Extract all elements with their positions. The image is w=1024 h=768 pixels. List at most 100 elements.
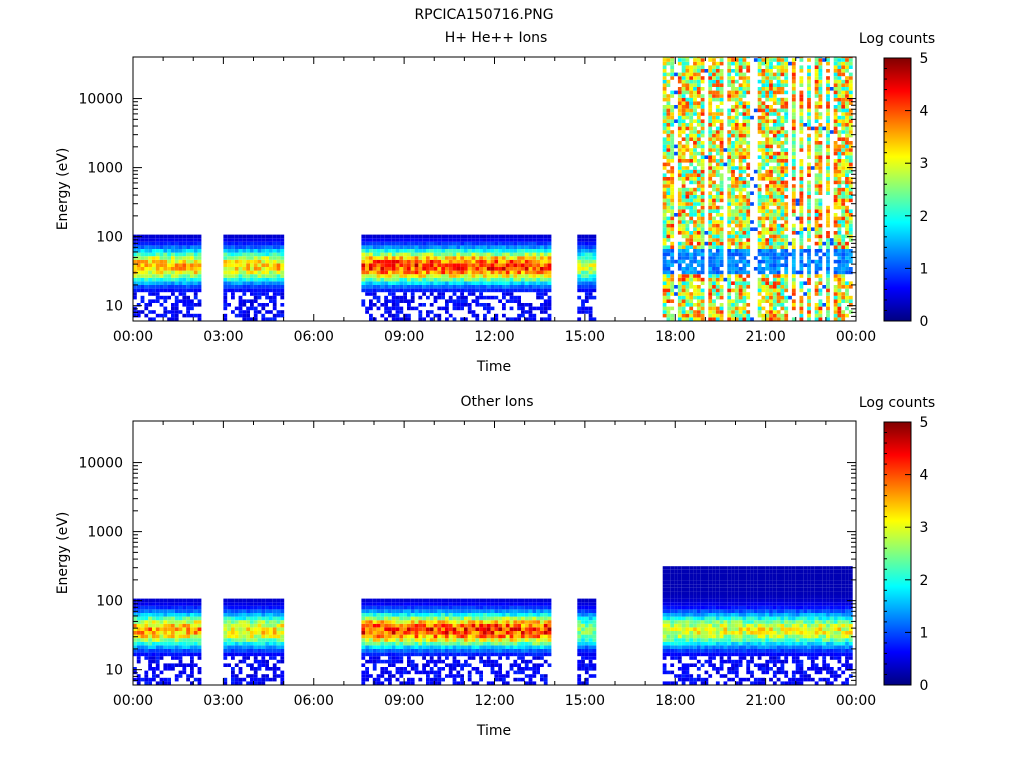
spectrogram-cell — [818, 313, 823, 318]
spectrogram-cell — [681, 259, 686, 264]
spectrogram-cell — [742, 159, 747, 163]
spectrogram-cell — [826, 285, 830, 289]
spectrogram-cell — [483, 317, 487, 321]
spectrogram-cell — [731, 202, 735, 206]
spectrogram-cell — [471, 288, 476, 293]
spectrogram-cell — [746, 184, 751, 188]
spectrogram-cell — [395, 234, 400, 239]
spectrogram-cell — [765, 133, 770, 138]
spectrogram-cell — [452, 285, 457, 289]
spectrogram-cell — [467, 292, 472, 296]
spectrogram-cell — [791, 130, 796, 134]
spectrogram-cell — [731, 94, 735, 98]
spectrogram-cell — [776, 263, 781, 267]
spectrogram-cell — [765, 141, 770, 145]
spectrogram-cell — [475, 281, 480, 285]
spectrogram-cell — [182, 285, 187, 289]
spectrogram-cell — [399, 263, 404, 267]
spectrogram-cell — [780, 97, 785, 102]
spectrogram-cell — [155, 270, 160, 275]
spectrogram-cell — [543, 241, 548, 246]
spectrogram-cell — [681, 90, 686, 95]
spectrogram-cell — [159, 677, 164, 682]
spectrogram-cell — [452, 252, 457, 257]
spectrogram-cell — [528, 241, 533, 246]
spectrogram-cell — [746, 119, 751, 123]
spectrogram-cell — [592, 252, 597, 257]
spectrogram-cell — [715, 133, 720, 138]
spectrogram-cell — [776, 180, 781, 185]
spectrogram-cell — [234, 259, 239, 264]
spectrogram-cell — [708, 137, 713, 141]
spectrogram-cell — [712, 303, 716, 307]
spectrogram-cell — [761, 281, 766, 285]
spectrogram-cell — [742, 270, 747, 275]
spectrogram-cell — [167, 252, 171, 257]
spectrogram-cell — [742, 79, 747, 84]
spectrogram-cell — [456, 245, 461, 249]
spectrogram-cell — [250, 281, 254, 285]
spectrogram-cell — [761, 58, 766, 62]
spectrogram-cell — [693, 202, 697, 206]
spectrogram-cell — [250, 306, 254, 311]
spectrogram-cell — [738, 205, 743, 210]
spectrogram-cell — [685, 191, 690, 195]
spectrogram-cell — [757, 220, 762, 224]
spectrogram-cell — [719, 227, 724, 231]
spectrogram-cell — [757, 87, 762, 91]
spectrogram-cell — [719, 191, 724, 195]
spectrogram-cell — [818, 151, 823, 156]
spectrogram-cell — [257, 256, 262, 260]
spectrogram-cell — [269, 288, 273, 293]
spectrogram-cell — [841, 72, 846, 77]
spectrogram-cell — [269, 285, 273, 289]
spectrogram-cell — [845, 187, 849, 192]
spectrogram-cell — [807, 94, 811, 98]
spectrogram-cell — [369, 259, 373, 264]
spectrogram-cell — [742, 94, 747, 98]
spectrogram-cell — [384, 310, 388, 314]
spectrogram-cell — [517, 263, 521, 267]
spectrogram-cell — [171, 598, 175, 603]
spectrogram-cell — [155, 638, 160, 642]
spectrogram-cell — [769, 259, 773, 264]
spectrogram-cell — [776, 101, 781, 105]
spectrogram-cell — [742, 223, 747, 228]
spectrogram-cell — [848, 144, 853, 149]
spectrogram-cell — [715, 317, 720, 321]
spectrogram-cell — [403, 281, 407, 285]
spectrogram-cell — [837, 61, 842, 66]
spectrogram-cell — [152, 285, 156, 289]
spectrogram-cell — [700, 177, 705, 181]
spectrogram-cell — [769, 281, 773, 285]
spectrogram-cell — [712, 306, 716, 311]
spectrogram-cell — [536, 234, 540, 239]
spectrogram-cell — [833, 130, 838, 134]
spectrogram-cell — [761, 108, 766, 113]
spectrogram-cell — [769, 310, 773, 314]
spectrogram-cell — [437, 274, 442, 278]
spectrogram-cell — [140, 277, 145, 282]
spectrogram-cell — [223, 681, 228, 685]
spectrogram-cell — [227, 613, 231, 617]
spectrogram-cell — [234, 249, 239, 253]
spectrogram-cell — [265, 281, 269, 285]
spectrogram-cell — [738, 209, 743, 213]
spectrogram-cell — [666, 101, 671, 105]
spectrogram-cell — [727, 187, 732, 192]
spectrogram-cell — [422, 267, 426, 271]
spectrogram-cell — [833, 295, 838, 300]
spectrogram-cell — [807, 65, 811, 69]
spectrogram-cell — [685, 76, 690, 80]
spectrogram-cell — [445, 267, 449, 271]
spectrogram-cell — [693, 292, 697, 296]
spectrogram-cell — [761, 285, 766, 289]
spectrogram-cell — [456, 285, 461, 289]
spectrogram-cell — [182, 631, 187, 635]
spectrogram-cell — [452, 288, 457, 293]
spectrogram-cell — [666, 180, 671, 185]
spectrogram-cell — [144, 245, 149, 249]
spectrogram-cell — [265, 288, 269, 293]
spectrogram-cell — [269, 270, 273, 275]
spectrogram-cell — [437, 317, 442, 321]
